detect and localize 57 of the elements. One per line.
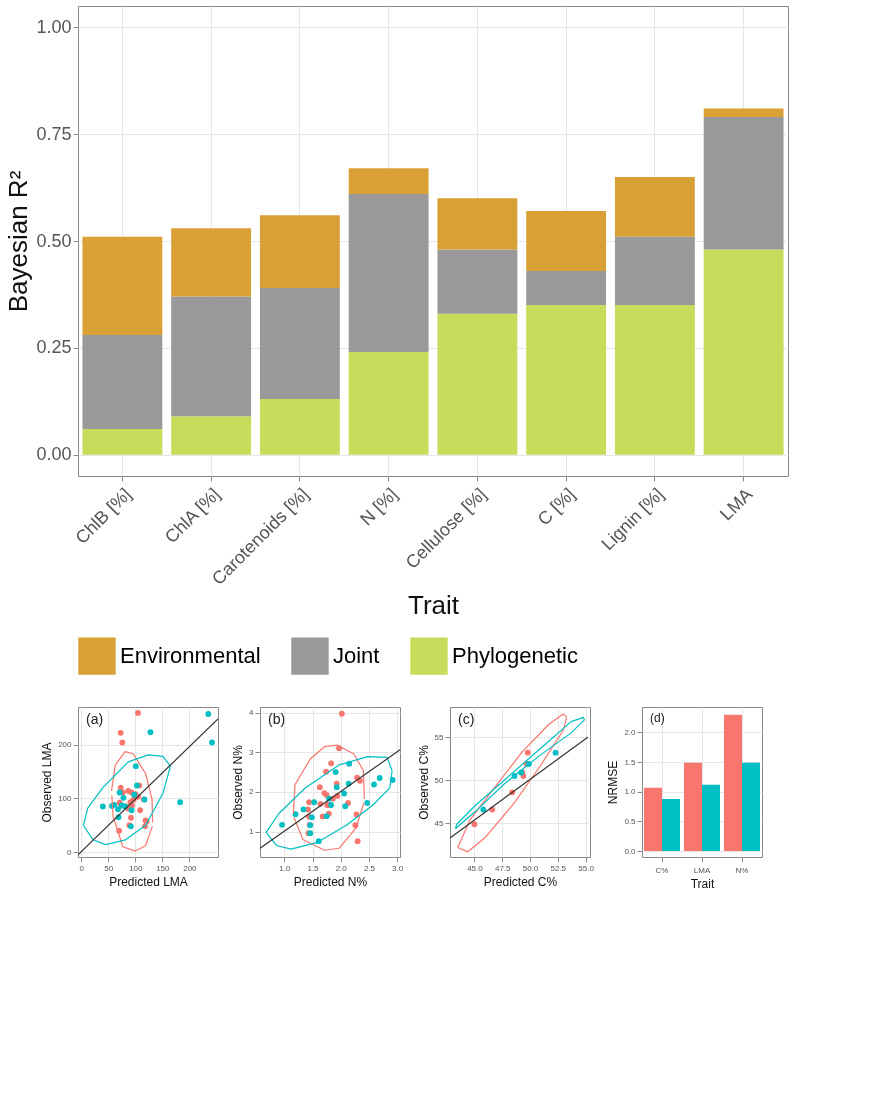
x-tick-label: N% [735, 865, 749, 875]
x-tick-label: 50.0 [522, 863, 539, 873]
y-tick-label: 45 [434, 818, 445, 828]
y-axis-title: Observed N% [231, 744, 246, 820]
y-tick-label: 1.00 [36, 16, 72, 37]
y-tick-label: 0 [67, 847, 73, 857]
y-tick-label: 3 [249, 747, 255, 757]
y-tick-label: 0.50 [36, 230, 72, 251]
y-tick-label: 2.0 [624, 727, 637, 737]
x-tick-label: C% [655, 865, 669, 875]
y-tick-label: 55 [434, 732, 445, 742]
x-tick-label: 150 [156, 863, 171, 873]
annotation: (a) [86, 711, 104, 727]
y-tick-label: 2 [249, 787, 255, 797]
x-tick-label: 1.0 [279, 863, 291, 873]
x-tick-label: 47.5 [494, 863, 512, 873]
y-tick-label: 0.00 [36, 444, 72, 465]
x-tick-label: 52.5 [550, 863, 567, 873]
x-axis-title: Predicted N% [293, 874, 368, 889]
y-tick-label: 1 [249, 827, 255, 837]
x-tick-label: 45.0 [467, 863, 484, 873]
x-tick-label: C [%] [533, 484, 579, 530]
x-tick-label: 55.0 [578, 863, 595, 873]
y-tick-label: 0.25 [36, 337, 72, 358]
y-tick-label: 50 [434, 775, 445, 785]
y-tick-label: 100 [58, 793, 73, 803]
annotation: (d) [650, 711, 665, 725]
y-axis-title: Observed C% [416, 744, 431, 820]
legend-label: Joint [333, 643, 380, 669]
y-tick-label: 1.0 [624, 787, 637, 797]
y-axis-title: Observed LMA [40, 742, 55, 823]
y-tick-label: 4 [249, 708, 255, 718]
x-axis-title: Predicted LMA [109, 874, 188, 889]
x-tick-label: 200 [183, 863, 198, 873]
y-tick-label: 0.75 [36, 123, 72, 144]
y-tick-label: 0.5 [624, 816, 637, 826]
x-tick-label: N [%] [356, 484, 402, 530]
x-tick-label: LMA [693, 865, 711, 875]
x-tick-label: 2.0 [335, 863, 348, 873]
annotation: (c) [458, 711, 475, 727]
y-tick-label: 1.5 [624, 757, 637, 767]
x-axis-title: Trait [407, 589, 460, 620]
x-tick-label: 0 [79, 863, 85, 873]
x-tick-label: 2.5 [363, 863, 376, 873]
x-tick-label: 3.0 [392, 863, 404, 873]
annotation: (b) [268, 711, 286, 727]
x-tick-label: 100 [129, 863, 144, 873]
y-axis-title: NRMSE [606, 760, 621, 805]
legend-label: Environmental [120, 643, 261, 669]
y-tick-label: 0.0 [624, 846, 637, 856]
x-axis-title: Predicted C% [483, 874, 558, 889]
y-tick-label: 200 [58, 740, 73, 750]
x-tick-label: 1.5 [307, 863, 320, 873]
legend-label: Phylogenetic [452, 643, 578, 669]
x-tick-label: 50 [104, 863, 114, 873]
y-axis-title: Bayesian R² [3, 170, 34, 313]
x-axis-title: Trait [690, 876, 715, 891]
